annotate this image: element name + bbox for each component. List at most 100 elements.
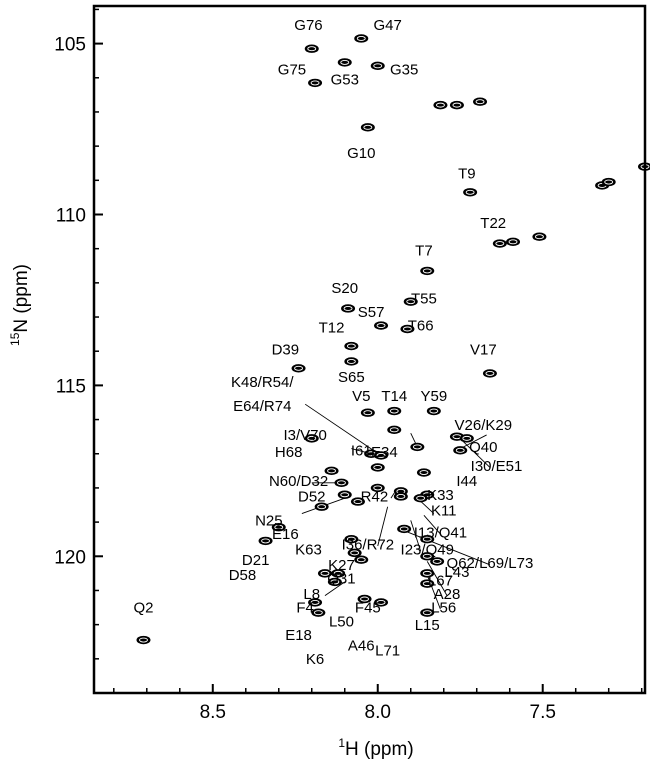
- peak-label: L67: [428, 572, 453, 589]
- peak-marker: [420, 579, 435, 588]
- peak-marker: [291, 364, 306, 373]
- peak-contour-inner: [340, 492, 350, 498]
- peak-marker: [331, 569, 346, 578]
- peak-label: S20: [331, 280, 358, 297]
- peak-marker: [473, 97, 488, 106]
- peak-contour-inner: [604, 179, 614, 185]
- peak-contour-inner: [412, 444, 422, 450]
- peak-contour-outer: [344, 341, 359, 351]
- leader-line: [463, 441, 491, 468]
- peak-marker: [426, 406, 441, 416]
- peak-marker: [374, 321, 389, 330]
- leader-line: [403, 530, 491, 566]
- peak-marker: [344, 357, 359, 366]
- peak-contour-inner: [402, 326, 412, 332]
- peak-contour-outer: [420, 552, 435, 561]
- peak-marker: [420, 266, 435, 276]
- peak-contour-outer: [413, 493, 428, 503]
- peak-marker: [430, 557, 445, 566]
- peak-label: G47: [373, 17, 401, 34]
- peak-contour-outer: [370, 61, 385, 71]
- peak-contour-outer: [482, 369, 497, 378]
- peak-contour-outer: [420, 569, 435, 578]
- peak-contour-outer: [420, 534, 435, 544]
- peak-marker: [327, 577, 342, 587]
- peak-marker: [433, 100, 448, 110]
- peak-marker: [482, 369, 497, 378]
- peak-marker: [420, 608, 435, 617]
- peak-label: Q40: [469, 439, 497, 456]
- peak-contour-outer: [370, 483, 385, 493]
- peak-marker: [420, 534, 435, 544]
- y-tick-label: 120: [54, 547, 86, 568]
- peak-contour-outer: [317, 569, 332, 578]
- peak-label: T55: [411, 290, 437, 307]
- peak-contour-inner: [429, 408, 439, 414]
- peak-label: L43: [444, 564, 469, 581]
- peak-label: V5: [352, 388, 370, 405]
- peak-contour-inner: [363, 124, 373, 130]
- leader-line: [390, 492, 395, 499]
- peak-contour-outer: [331, 569, 346, 578]
- peak-label: L8: [303, 586, 320, 603]
- peak-contour-inner: [330, 579, 340, 585]
- peak-label: D39: [272, 342, 300, 359]
- peak-contour-inner: [310, 599, 320, 605]
- peak-marker: [357, 594, 372, 604]
- peak-label: T66: [408, 318, 434, 335]
- peak-contour-inner: [337, 480, 346, 486]
- peak-label: I23/Q49: [401, 542, 454, 559]
- peak-contour-inner: [317, 504, 327, 510]
- plot-frame: [92, 4, 647, 695]
- peak-contour-inner: [346, 343, 356, 349]
- peak-marker: [344, 341, 359, 351]
- peak-contour-outer: [393, 492, 408, 501]
- peak-label: D58: [229, 567, 257, 584]
- peak-layer: [136, 34, 650, 645]
- peak-label: K6: [306, 651, 324, 668]
- x-tick-label: 7.5: [530, 702, 556, 723]
- peak-contour-inner: [350, 550, 360, 556]
- peak-contour-outer: [291, 364, 306, 373]
- peak-contour-outer: [258, 536, 273, 546]
- peak-contour-inner: [373, 63, 383, 69]
- peak-contour-inner: [462, 435, 472, 441]
- peak-contour-inner: [389, 427, 399, 433]
- peak-contour-outer: [473, 97, 488, 106]
- y-tick-label: 115: [56, 376, 86, 397]
- peak-contour-inner: [485, 370, 495, 376]
- leader-line: [426, 561, 448, 596]
- peak-marker: [397, 524, 412, 534]
- peak-contour-inner: [373, 485, 383, 491]
- peak-contour-inner: [422, 570, 432, 576]
- peak-contour-outer: [347, 548, 362, 558]
- peak-marker: [410, 442, 425, 452]
- peak-contour-inner: [356, 557, 366, 563]
- peak-label: V17: [470, 342, 497, 359]
- peak-contour-outer: [136, 635, 151, 645]
- leader-line: [377, 506, 389, 547]
- peak-marker: [492, 239, 507, 248]
- peak-contour-inner: [376, 599, 386, 605]
- peak-label: L56: [431, 600, 456, 617]
- peak-label: F45: [355, 600, 381, 617]
- peak-marker: [350, 497, 365, 506]
- peak-contour-outer: [308, 78, 323, 88]
- peak-contour-outer: [397, 524, 412, 534]
- peak-contour-inner: [356, 36, 366, 41]
- peak-marker: [387, 406, 402, 416]
- peak-contour-outer: [327, 577, 342, 587]
- peak-label: L50: [329, 613, 354, 630]
- peak-contour-outer: [459, 434, 474, 443]
- peak-label: I44: [456, 473, 477, 490]
- peak-contour-inner: [343, 306, 353, 311]
- peak-label: R42: [361, 489, 389, 506]
- peak-contour-outer: [416, 468, 431, 477]
- peak-marker: [420, 569, 435, 578]
- y-axis-title-text: N (ppm): [11, 264, 32, 333]
- peak-contour-inner: [376, 323, 386, 329]
- peak-label: A46: [348, 637, 375, 654]
- peak-contour-outer: [314, 502, 329, 511]
- peak-contour-outer: [426, 406, 441, 416]
